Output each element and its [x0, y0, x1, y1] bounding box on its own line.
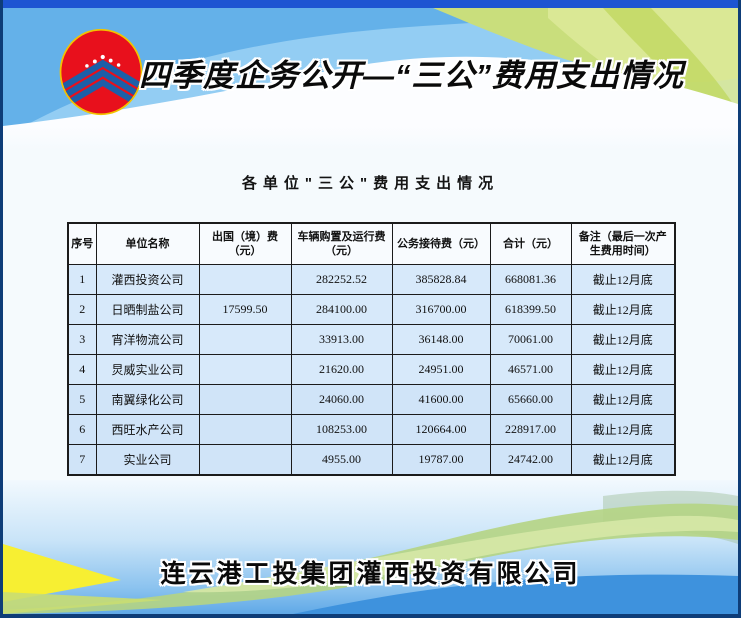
table-row: 3 宵洋物流公司 33913.00 36148.00 70061.00 截止12… — [67, 324, 676, 355]
cell-total: 228917.00 — [489, 414, 572, 445]
col-header-reception-fee: 公务接待费（元） — [391, 222, 491, 265]
cell-total: 668081.36 — [489, 264, 572, 295]
cell-unit-name: 炅威实业公司 — [95, 354, 200, 385]
header-row: 序号 单位名称 出国（境）费（元） 车辆购置及运行费（元） 公务接待费（元） 合… — [67, 222, 676, 265]
cell-unit-name: 西旺水产公司 — [95, 414, 200, 445]
footer-band — [3, 480, 738, 614]
cell-vehicle-fee: 33913.00 — [290, 324, 393, 355]
col-header-note: 备注（最后一次产生费用时间） — [570, 222, 676, 265]
expense-table: 序号 单位名称 出国（境）费（元） 车辆购置及运行费（元） 公务接待费（元） 合… — [67, 222, 676, 476]
cell-seq: 6 — [67, 414, 97, 445]
table-caption: 各单位"三公"费用支出情况 — [241, 175, 500, 192]
footer-wave-decoration — [3, 480, 738, 614]
cell-unit-name: 宵洋物流公司 — [95, 324, 200, 355]
cell-note: 截止12月底 — [570, 324, 676, 355]
table-row: 7 实业公司 4955.00 19787.00 24742.00 截止12月底 — [67, 444, 676, 476]
cell-reception-fee: 24951.00 — [391, 354, 491, 385]
cell-reception-fee: 120664.00 — [391, 414, 491, 445]
col-header-abroad-fee: 出国（境）费（元） — [198, 222, 292, 265]
cell-total: 46571.00 — [489, 354, 572, 385]
cell-abroad-fee — [198, 444, 292, 476]
cell-vehicle-fee: 24060.00 — [290, 384, 393, 415]
expense-table-header: 序号 单位名称 出国（境）费（元） 车辆购置及运行费（元） 公务接待费（元） 合… — [67, 222, 676, 265]
cell-vehicle-fee: 282252.52 — [290, 264, 393, 295]
cell-vehicle-fee: 21620.00 — [290, 354, 393, 385]
cell-abroad-fee — [198, 354, 292, 385]
table-row: 2 日晒制盐公司 17599.50 284100.00 316700.00 61… — [67, 294, 676, 325]
header-band: 四季度企务公开—“三公”费用支出情况 — [3, 8, 738, 150]
expense-table-body: 1 灌西投资公司 282252.52 385828.84 668081.36 截… — [67, 264, 676, 476]
cell-reception-fee: 385828.84 — [391, 264, 491, 295]
header-wave-decoration — [3, 8, 738, 150]
cell-seq: 3 — [67, 324, 97, 355]
cell-reception-fee: 41600.00 — [391, 384, 491, 415]
page-title: 四季度企务公开—“三公”费用支出情况 — [139, 58, 684, 93]
col-header-seq: 序号 — [67, 222, 97, 265]
cell-total: 618399.50 — [489, 294, 572, 325]
cell-note: 截止12月底 — [570, 414, 676, 445]
cell-note: 截止12月底 — [570, 354, 676, 385]
cell-vehicle-fee: 284100.00 — [290, 294, 393, 325]
cell-note: 截止12月底 — [570, 294, 676, 325]
cell-abroad-fee — [198, 264, 292, 295]
cell-total: 65660.00 — [489, 384, 572, 415]
cell-note: 截止12月底 — [570, 384, 676, 415]
cell-unit-name: 日晒制盐公司 — [95, 294, 200, 325]
col-header-unit-name: 单位名称 — [95, 222, 200, 265]
cell-seq: 5 — [67, 384, 97, 415]
cell-abroad-fee — [198, 384, 292, 415]
cell-reception-fee: 19787.00 — [391, 444, 491, 476]
cell-note: 截止12月底 — [570, 264, 676, 295]
cell-seq: 7 — [67, 444, 97, 476]
cell-reception-fee: 316700.00 — [391, 294, 491, 325]
table-row: 1 灌西投资公司 282252.52 385828.84 668081.36 截… — [67, 264, 676, 295]
cell-note: 截止12月底 — [570, 444, 676, 476]
cell-vehicle-fee: 4955.00 — [290, 444, 393, 476]
col-header-total: 合计（元） — [489, 222, 572, 265]
top-border-bar — [3, 0, 738, 8]
col-header-vehicle-fee: 车辆购置及运行费（元） — [290, 222, 393, 265]
cell-unit-name: 南翼绿化公司 — [95, 384, 200, 415]
table-row: 4 炅威实业公司 21620.00 24951.00 46571.00 截止12… — [67, 354, 676, 385]
cell-reception-fee: 36148.00 — [391, 324, 491, 355]
logo-graphic — [59, 28, 143, 116]
cell-seq: 4 — [67, 354, 97, 385]
cell-total: 70061.00 — [489, 324, 572, 355]
cell-unit-name: 实业公司 — [95, 444, 200, 476]
cell-abroad-fee — [198, 324, 292, 355]
table-row: 6 西旺水产公司 108253.00 120664.00 228917.00 截… — [67, 414, 676, 445]
cell-unit-name: 灌西投资公司 — [95, 264, 200, 295]
cell-seq: 2 — [67, 294, 97, 325]
company-logo-icon — [57, 28, 145, 116]
cell-abroad-fee — [198, 414, 292, 445]
cell-abroad-fee: 17599.50 — [198, 294, 292, 325]
table-row: 5 南翼绿化公司 24060.00 41600.00 65660.00 截止12… — [67, 384, 676, 415]
cell-vehicle-fee: 108253.00 — [290, 414, 393, 445]
cell-seq: 1 — [67, 264, 97, 295]
company-name: 连云港工投集团灌西投资有限公司 — [160, 560, 581, 588]
cell-total: 24742.00 — [489, 444, 572, 476]
